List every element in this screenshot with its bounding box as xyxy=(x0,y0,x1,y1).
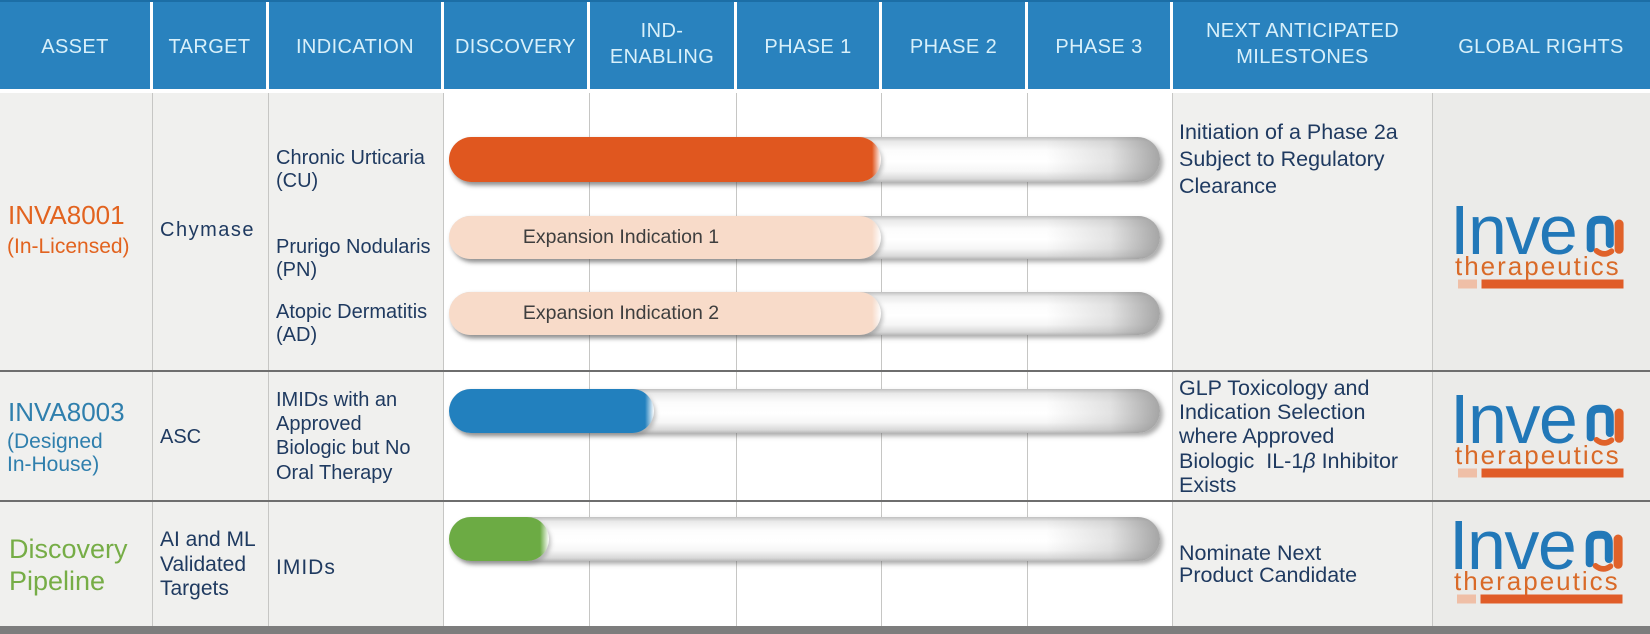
svg-text:therapeutics: therapeutics xyxy=(1455,440,1621,470)
svg-text:therapeutics: therapeutics xyxy=(1455,251,1621,281)
svg-text:therapeutics: therapeutics xyxy=(1454,566,1620,596)
svg-text:Inve: Inve xyxy=(1454,204,1576,269)
svg-text:Inve: Inve xyxy=(1453,519,1575,584)
svg-text:Inve: Inve xyxy=(1454,393,1576,458)
